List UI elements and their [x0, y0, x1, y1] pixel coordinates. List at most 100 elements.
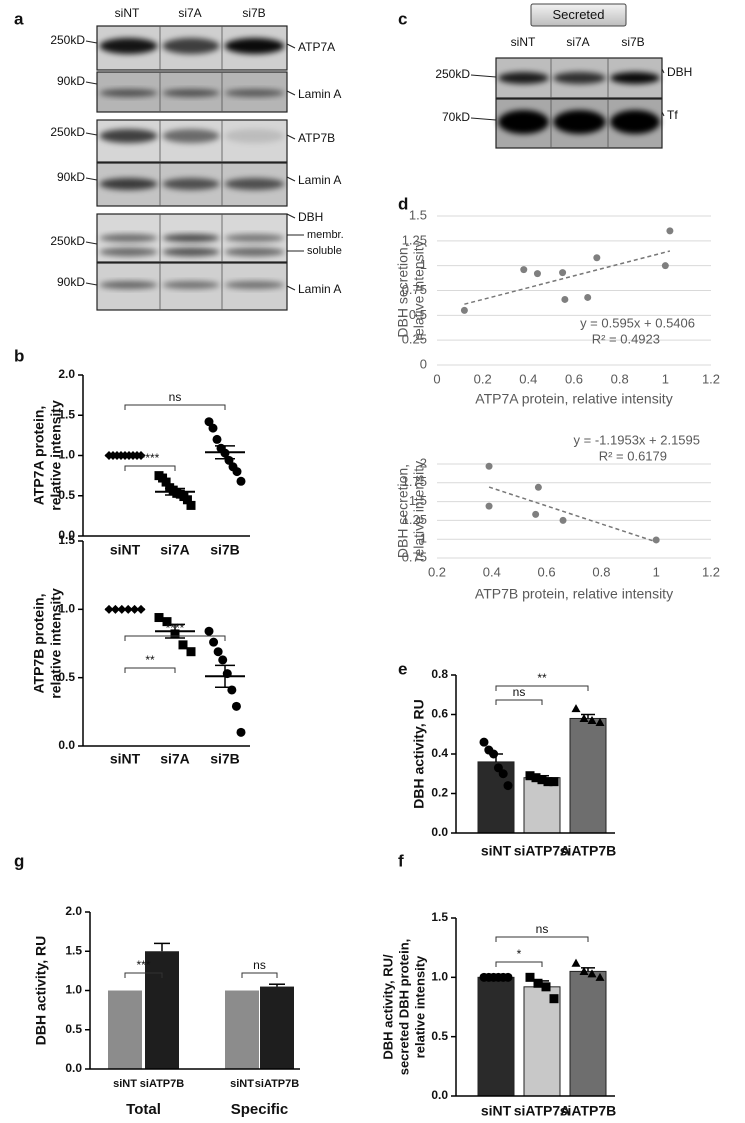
significance-bracket [124, 972, 163, 978]
size-tick [85, 81, 98, 85]
y-tick-label: 0.0 [431, 1088, 448, 1102]
protein-label: Lamin A [298, 282, 341, 296]
y-tick-label: 0 [420, 356, 427, 371]
x-tick-label: 0.6 [538, 564, 556, 579]
y-tick-label: 0.5 [58, 488, 75, 502]
y-tick-label: 1.5 [58, 407, 75, 421]
x-tick-label: siNT [110, 542, 141, 558]
bar [569, 970, 607, 1097]
y-axis-title: DBH activity, RU [411, 699, 427, 808]
blot-band [99, 247, 158, 257]
data-point [579, 713, 589, 723]
lane-label: si7A [178, 6, 201, 20]
y-tick-label: 1.0 [58, 602, 75, 616]
x-tick-label: siNT [110, 751, 141, 767]
x-tick-label: si7A [160, 751, 190, 767]
lane-label: siNT [511, 35, 536, 49]
panel-label: g [14, 851, 24, 870]
annotation: y = 0.595x + 0.5406 [580, 315, 695, 330]
y-axis-title: ATP7A protein, [31, 406, 47, 506]
y-axis-title: DBH activity, RU/ [380, 954, 395, 1060]
size-marker: 250kD [50, 125, 85, 139]
data-point [520, 266, 528, 274]
blot-band [162, 89, 220, 97]
protein-label: DBH [667, 65, 692, 79]
lane-label: si7B [621, 35, 644, 49]
data-point [186, 647, 196, 657]
blot-band [224, 178, 285, 190]
bar [477, 761, 515, 834]
bar [569, 717, 607, 834]
x-tick-label: 1.2 [702, 371, 720, 386]
blot-band [224, 89, 285, 97]
significance-label: ns [513, 685, 526, 699]
panel-label: a [14, 9, 24, 28]
significance-bracket [241, 972, 278, 978]
x-tick-label: 0 [433, 371, 440, 386]
bar-series-label: siNT [113, 1078, 137, 1090]
y-tick-label: 1.0 [58, 448, 75, 462]
protein-label: ATP7A [298, 40, 335, 54]
size-marker: 90kD [57, 275, 85, 289]
x-tick-label: si7B [210, 751, 240, 767]
x-tick-label: 1 [653, 564, 660, 579]
y-tick-label: 1 [420, 257, 427, 272]
y-tick-label: 0.5 [431, 1029, 448, 1043]
data-point [593, 254, 601, 262]
panel-label: e [398, 659, 407, 678]
data-point [595, 717, 605, 726]
data-point [534, 483, 542, 491]
data-point [485, 462, 493, 470]
protein-tick [286, 176, 296, 182]
data-point [559, 269, 567, 277]
y-tick-label: 1.5 [431, 910, 448, 924]
y-tick-label: 1.5 [65, 943, 82, 957]
bar-series-label: siNT [230, 1078, 254, 1090]
protein-tick [661, 111, 665, 117]
size-tick [85, 40, 98, 44]
data-point [236, 727, 246, 737]
data-point [162, 617, 172, 627]
size-marker: 90kD [57, 170, 85, 184]
data-point [652, 536, 660, 544]
data-point [587, 715, 597, 725]
data-point [532, 510, 540, 518]
band-form-label: soluble [307, 245, 342, 257]
blot-band [224, 129, 285, 143]
data-point [485, 502, 493, 510]
x-tick-label: 1.2 [702, 564, 720, 579]
data-point [489, 749, 499, 759]
data-point [186, 500, 196, 510]
y-tick-label: 0.5 [65, 1022, 82, 1036]
protein-tick [661, 68, 665, 74]
y-tick-label: 1.5 [409, 207, 427, 222]
protein-label: Lamin A [298, 173, 341, 187]
protein-label: ATP7B [298, 131, 335, 145]
size-tick [85, 132, 98, 136]
group-label: Specific [231, 1101, 289, 1118]
x-tick-label: 0.2 [428, 564, 446, 579]
significance-label: *** [136, 958, 150, 972]
size-tick [470, 117, 497, 121]
bar-series-label: siATP7B [255, 1078, 299, 1090]
y-tick-label: 0.5 [409, 307, 427, 322]
data-point [213, 647, 223, 657]
blot-band [162, 38, 220, 54]
protein-tick [286, 285, 296, 291]
data-point [503, 972, 513, 982]
significance-label: ns [253, 958, 266, 972]
data-point [204, 417, 214, 427]
data-point [460, 306, 468, 314]
y-tick-label: 0.75 [402, 282, 427, 297]
blot-band [99, 38, 158, 54]
data-point [232, 467, 242, 477]
y-tick-label: 2.0 [58, 367, 75, 381]
significance-label: ** [537, 671, 547, 685]
y-tick-label: 1 [420, 531, 427, 546]
protein-label: Tf [667, 108, 678, 122]
blot-band [162, 178, 220, 190]
bar [477, 976, 515, 1097]
blot-band [498, 110, 549, 134]
blot-band [224, 38, 285, 54]
protein-label: Lamin A [298, 87, 341, 101]
